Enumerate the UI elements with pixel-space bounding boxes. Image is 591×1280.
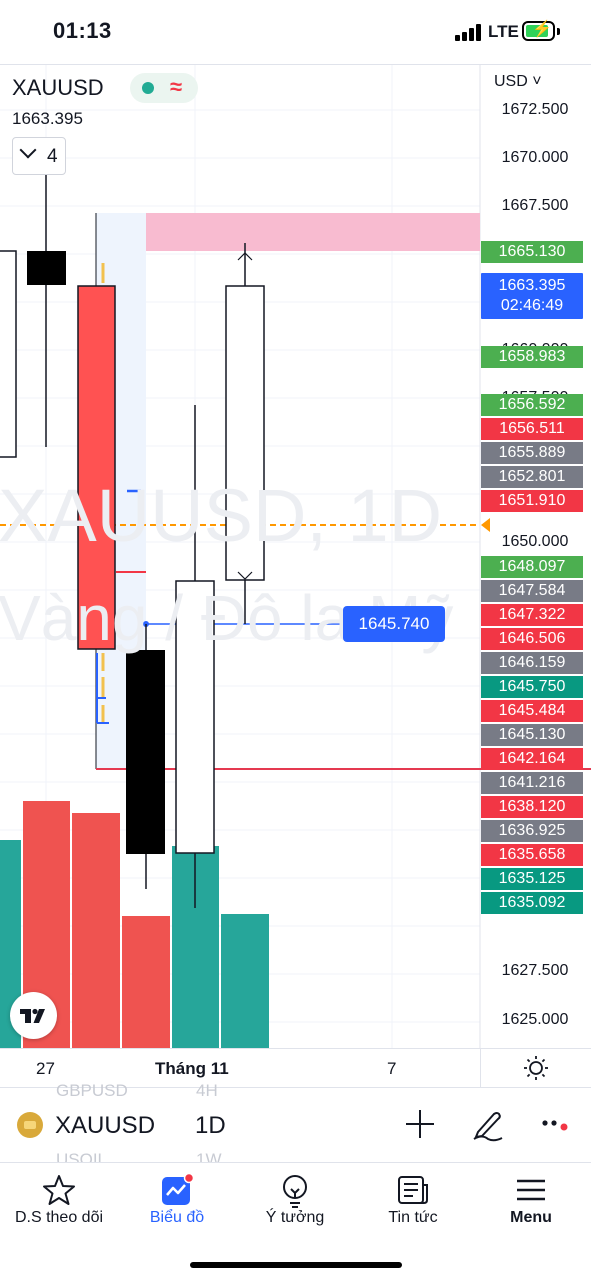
price-level-label: 1645.750 [481,676,583,698]
nav-chart[interactable]: Biểu đồ [118,1163,236,1243]
price-level-label: 1646.506 [481,628,583,650]
current-price-label: 1663.395 02:46:49 [481,273,583,319]
axis-price: 1650.000 [501,533,569,550]
nav-label: D.S theo dõi [14,1209,104,1226]
timeframe-selector[interactable]: 1D [195,1112,226,1139]
nav-news[interactable]: Tin tức [354,1163,472,1243]
axis-price: 1625.000 [501,1011,569,1028]
nav-label: Tin tức [388,1209,438,1226]
chart-symbol[interactable]: XAUUSD [12,75,104,100]
price-level-label: 1635.125 [481,868,583,890]
price-level-label: 1647.584 [481,580,583,602]
star-icon [43,1175,75,1205]
network-type: LTE [488,22,519,41]
symbol-toolbar: GBPUSD 4H USOIL 1W XAUUSD 1D [0,1081,591,1162]
time-label: Tháng 11 [155,1059,229,1078]
price-level-label: 1648.097 [481,556,583,578]
signal-icon [455,23,483,41]
status-time: 01:13 [53,18,112,43]
battery-tip [557,28,560,35]
tradingview-logo[interactable] [10,992,57,1039]
more-icon[interactable] [540,1118,570,1132]
price-level-label: 1635.658 [481,844,583,866]
time-label: 27 [36,1059,55,1078]
price-level-label: 1651.910 [481,490,583,512]
supply-zone [96,213,480,251]
candles [0,175,265,908]
bar-countdown: 02:46:49 [500,297,564,314]
drawing-pen-icon[interactable] [470,1106,506,1142]
axis-price: 1670.000 [501,149,569,166]
sun-icon [524,1056,548,1080]
plus-icon[interactable] [406,1110,434,1138]
symbol-selector[interactable]: XAUUSD [55,1112,156,1139]
market-status-badge[interactable]: ≈ [130,73,198,103]
price-level-label: 1642.164 [481,748,583,770]
axis-price: 1667.500 [501,197,569,214]
price-level-label: 1645.130 [481,724,583,746]
home-indicator [190,1262,402,1268]
price-level-label: 1635.092 [481,892,583,914]
nav-watchlist[interactable]: D.S theo dõi [0,1163,118,1243]
scroll-ghost-timeframe: 1W [196,1150,222,1162]
time-label: 7 [387,1059,397,1078]
nav-menu[interactable]: Menu [472,1163,590,1243]
lightbulb-icon [283,1175,307,1208]
price-level-label: 1658.983 [481,346,583,368]
watermark-symbol: XAUUSD, 1D [0,474,443,557]
price-level-label: 1641.216 [481,772,583,794]
currency-selector[interactable]: USD ˅ [494,73,542,90]
axis-price: 1627.500 [501,962,569,979]
price-level-label: 1652.801 [481,466,583,488]
price-level-label: 1636.925 [481,820,583,842]
indicator-count: 4 [47,146,58,167]
price-level-label: 1647.322 [481,604,583,626]
nav-label: Menu [510,1209,552,1226]
chart-settings-button[interactable] [480,1049,591,1088]
chart-area[interactable]: XAUUSD, 1D Vàng / Đô la Mỹ XAUUSD ≈ 1663… [0,64,591,1048]
battery-icon: ⚡ [522,21,555,41]
nav-ideas[interactable]: Ý tưởng [236,1163,354,1243]
price-level-label: 1645.484 [481,700,583,722]
bottom-navigation: D.S theo dõi Biểu đồ Ý tưởng Tin tức [0,1162,591,1280]
market-open-icon [142,82,154,94]
axis-price: 1672.500 [501,101,569,118]
nav-label: Biểu đồ [149,1209,205,1226]
chart-icon [162,1173,195,1205]
price-level-label: 1665.130 [481,241,583,263]
price-level-label: 1646.159 [481,652,583,674]
price-level-label: 1656.511 [481,418,583,440]
scroll-ghost-symbol: GBPUSD [56,1081,128,1100]
news-icon [398,1176,428,1204]
scroll-ghost-symbol: USOIL [56,1150,108,1162]
gold-icon [17,1112,43,1138]
price-level-label: 1638.120 [481,796,583,818]
time-axis[interactable]: 27 Tháng 11 7 [0,1048,591,1088]
chart-canvas[interactable] [0,65,591,1048]
price-level-label: 1655.889 [481,442,583,464]
menu-icon [517,1179,545,1201]
price-level-label: 1656.592 [481,394,583,416]
delayed-data-icon: ≈ [170,74,183,99]
chart-last-price: 1663.395 [12,109,83,128]
indicators-toggle-button[interactable]: 4 [12,137,66,175]
chevron-down-icon [19,141,37,159]
status-bar: 01:13 LTE ⚡ [0,0,591,64]
scroll-ghost-timeframe: 4H [196,1081,218,1100]
crosshair-price-label[interactable]: 1645.740 [343,606,445,642]
nav-label: Ý tưởng [265,1209,325,1226]
